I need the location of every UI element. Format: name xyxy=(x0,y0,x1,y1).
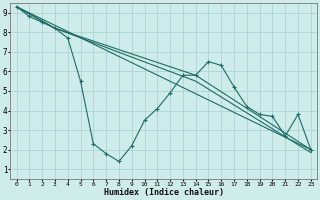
X-axis label: Humidex (Indice chaleur): Humidex (Indice chaleur) xyxy=(104,188,224,197)
